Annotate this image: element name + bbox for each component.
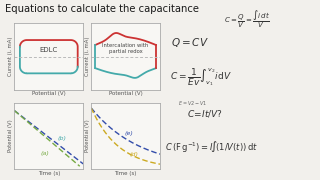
Text: (a): (a) [41,150,49,156]
X-axis label: Potential (V): Potential (V) [32,91,66,96]
Text: Equations to calculate the capacitance: Equations to calculate the capacitance [5,4,199,15]
X-axis label: Time (s): Time (s) [115,171,137,176]
Y-axis label: Current (i, mA): Current (i, mA) [85,37,90,76]
Text: $C\!=\!It/V?$: $C\!=\!It/V?$ [187,108,223,119]
X-axis label: Time (s): Time (s) [38,171,60,176]
Text: Intercalation with
partial redox: Intercalation with partial redox [102,43,149,54]
Text: EDLC: EDLC [40,47,58,53]
Text: $C = \dfrac{Q}{V} = \dfrac{\int i\,dt}{V}$: $C = \dfrac{Q}{V} = \dfrac{\int i\,dt}{V… [224,9,270,30]
Y-axis label: Potential (V): Potential (V) [85,120,90,152]
Y-axis label: Current (i, mA): Current (i, mA) [8,37,13,76]
Text: $C = \dfrac{1}{Ev}\int_{v_1}^{v_2} i\,\mathrm{d}V$: $C = \dfrac{1}{Ev}\int_{v_1}^{v_2} i\,\m… [170,67,232,88]
Text: $E=V2-V1$: $E=V2-V1$ [178,99,207,107]
Text: (b): (b) [57,136,66,141]
X-axis label: Potential (V): Potential (V) [109,91,142,96]
Text: $Q = CV$: $Q = CV$ [171,36,209,49]
Y-axis label: Potential (V): Potential (V) [8,120,13,152]
Text: (e): (e) [124,130,133,136]
Text: $C\,(\mathrm{F\,g}^{-1}) = I\!\int\!(1/V(t))\,\mathrm{d}t$: $C\,(\mathrm{F\,g}^{-1}) = I\!\int\!(1/V… [165,139,258,154]
Text: (d): (d) [129,152,138,157]
